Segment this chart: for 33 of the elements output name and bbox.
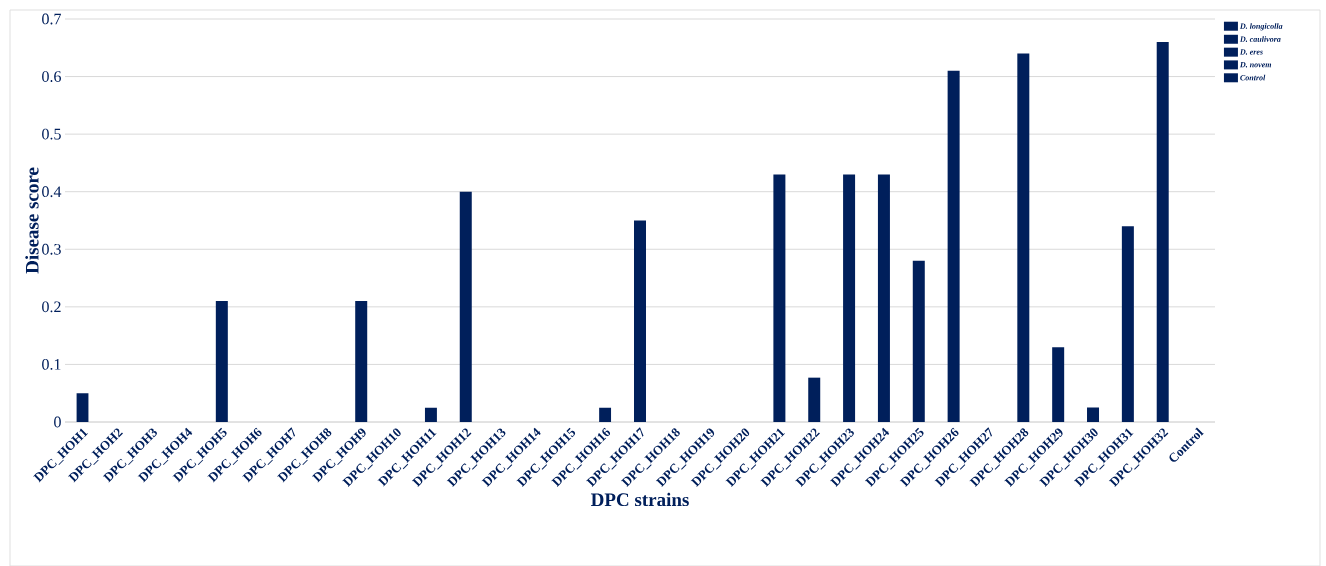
bar: [1121, 226, 1134, 422]
y-tick-label: 0.6: [42, 70, 62, 82]
bar: [808, 377, 821, 422]
y-axis-title: Disease score: [25, 167, 39, 274]
bar: [599, 407, 612, 422]
y-tick-label: 0: [54, 416, 61, 428]
bar: [843, 174, 856, 422]
bar: [1052, 346, 1065, 422]
y-tick-label: 0.5: [42, 128, 61, 140]
x-axis-title: DPC strains: [590, 492, 689, 506]
bar: [355, 300, 368, 422]
bar: [773, 174, 786, 422]
bar: [1087, 407, 1100, 422]
legend-label: D. longicolla: [1239, 22, 1283, 31]
bar: [76, 392, 89, 422]
bar: [1156, 41, 1169, 422]
bar: [215, 300, 228, 422]
legend-label: D. novem: [1239, 61, 1272, 68]
y-tick-label: 0.1: [42, 358, 61, 370]
legend-label: D. caulivora: [1239, 36, 1281, 42]
bar: [912, 260, 925, 422]
y-tick-label: 0.2: [42, 301, 61, 313]
bar: [424, 407, 437, 422]
bar: [459, 191, 472, 422]
y-tick-label: 0.4: [42, 186, 62, 197]
legend-label: D. eres: [1239, 49, 1263, 55]
bar: [1017, 53, 1030, 422]
y-tick-label: 0.7: [42, 13, 62, 25]
y-tick-label: 0.3: [42, 243, 61, 255]
legend-label: Control: [1240, 74, 1266, 81]
bar: [877, 174, 890, 422]
bar: [947, 70, 960, 422]
bar: [634, 220, 646, 422]
